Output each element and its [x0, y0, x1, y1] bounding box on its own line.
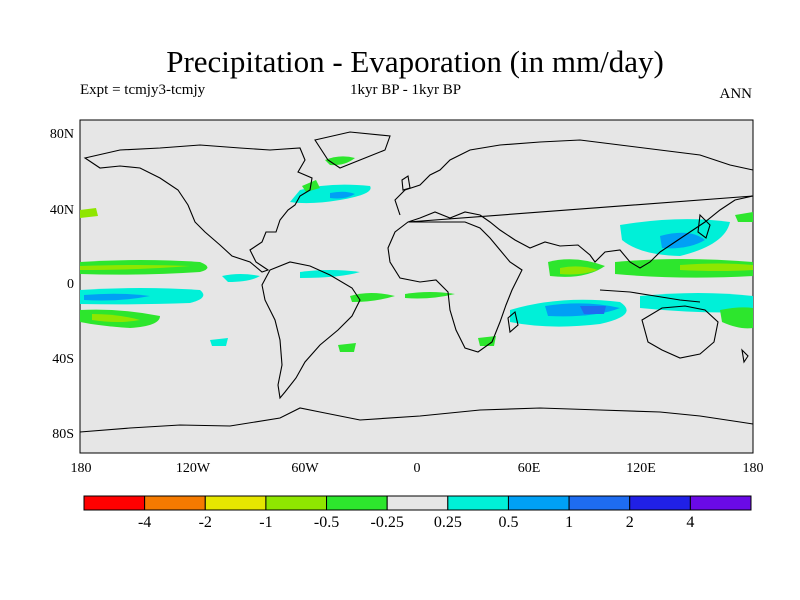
lon-tick: 120W: [175, 461, 211, 476]
coastlines: [79, 131, 754, 433]
colorbar-swatch: [144, 495, 206, 511]
colorbar-label: -0.5: [313, 514, 340, 531]
colorbar-label: -0.25: [370, 514, 404, 531]
map-panel: [79, 119, 754, 454]
colorbar-label: 0.25: [433, 514, 462, 531]
lon-tick: 60W: [291, 461, 319, 476]
coastline-indonesia: [599, 289, 701, 303]
lon-tick: 0: [413, 461, 421, 476]
anomaly-patch: [338, 343, 356, 352]
coastline-australia: [641, 305, 719, 359]
coastline-africa: [387, 221, 523, 353]
coastline-north-america: [83, 144, 313, 273]
anomaly-patch: [735, 212, 753, 222]
anomaly-patch: [720, 307, 753, 329]
lon-tick: 180: [70, 461, 92, 476]
coastline-eurasia-south: [407, 195, 754, 269]
coastline-madagascar: [507, 310, 519, 334]
colorbar-label: 1: [565, 514, 574, 531]
coastline-uk: [401, 175, 411, 191]
anomaly-patch: [405, 292, 455, 299]
anomaly-patch: [80, 208, 98, 218]
experiment-label: Expt = tcmjy3-tcmjy: [80, 82, 206, 98]
lat-tick: 80N: [49, 127, 74, 142]
anomaly-patch: [222, 274, 260, 282]
anomaly-patch: [580, 306, 606, 314]
colorbar-swatch: [689, 495, 752, 511]
colorbar-label: -1: [259, 514, 273, 531]
lon-tick: 120E: [626, 461, 656, 476]
lat-tick: 40S: [52, 352, 74, 367]
anomaly-patch: [84, 293, 150, 301]
colorbar-swatch: [386, 495, 449, 511]
anomaly-patch: [330, 191, 355, 199]
colorbar-swatch: [83, 495, 146, 511]
anomaly-patch: [300, 270, 360, 278]
season-label: ANN: [719, 86, 753, 102]
lat-tick: 40N: [49, 203, 74, 218]
anomaly-patch: [680, 263, 753, 271]
coastline-japan: [697, 213, 711, 239]
colorbar-label: 2: [625, 514, 634, 531]
colorbar-label: -2: [198, 514, 212, 531]
colorbar-swatch: [568, 495, 631, 511]
anomaly-patch: [350, 293, 395, 302]
coastline-antarctica: [79, 407, 754, 433]
colorbar-label: 4: [686, 514, 695, 531]
anomaly-fields: [80, 156, 753, 352]
anomaly-patch: [478, 336, 496, 346]
anomaly-patch: [560, 266, 598, 275]
colorbar-swatch: [326, 495, 388, 511]
coastline-greenland: [314, 131, 391, 169]
colorbar-swatch: [204, 495, 267, 511]
anomaly-patch: [210, 338, 228, 346]
colorbar-label: -4: [137, 514, 152, 531]
lat-tick: 0: [67, 277, 74, 292]
anomaly-patch: [80, 265, 190, 270]
coastline-south-america: [261, 261, 361, 400]
period-label: 1kyr BP - 1kyr BP: [350, 82, 462, 98]
colorbar-swatch: [507, 495, 570, 511]
anomaly-patch: [92, 314, 140, 322]
coastline-new-zealand: [741, 348, 749, 364]
lon-tick: 180: [742, 461, 764, 476]
colorbar-label: 0.5: [498, 514, 519, 531]
colorbar-swatch: [629, 495, 691, 511]
colorbar-swatch: [447, 495, 509, 511]
colorbar-swatch: [265, 495, 328, 511]
lon-tick: 60E: [517, 461, 541, 476]
map-background: [79, 119, 754, 454]
chart-title: Precipitation - Evaporation (in mm/day): [166, 44, 664, 79]
lat-tick: 80S: [52, 427, 74, 442]
coastline-eurasia: [394, 139, 754, 216]
